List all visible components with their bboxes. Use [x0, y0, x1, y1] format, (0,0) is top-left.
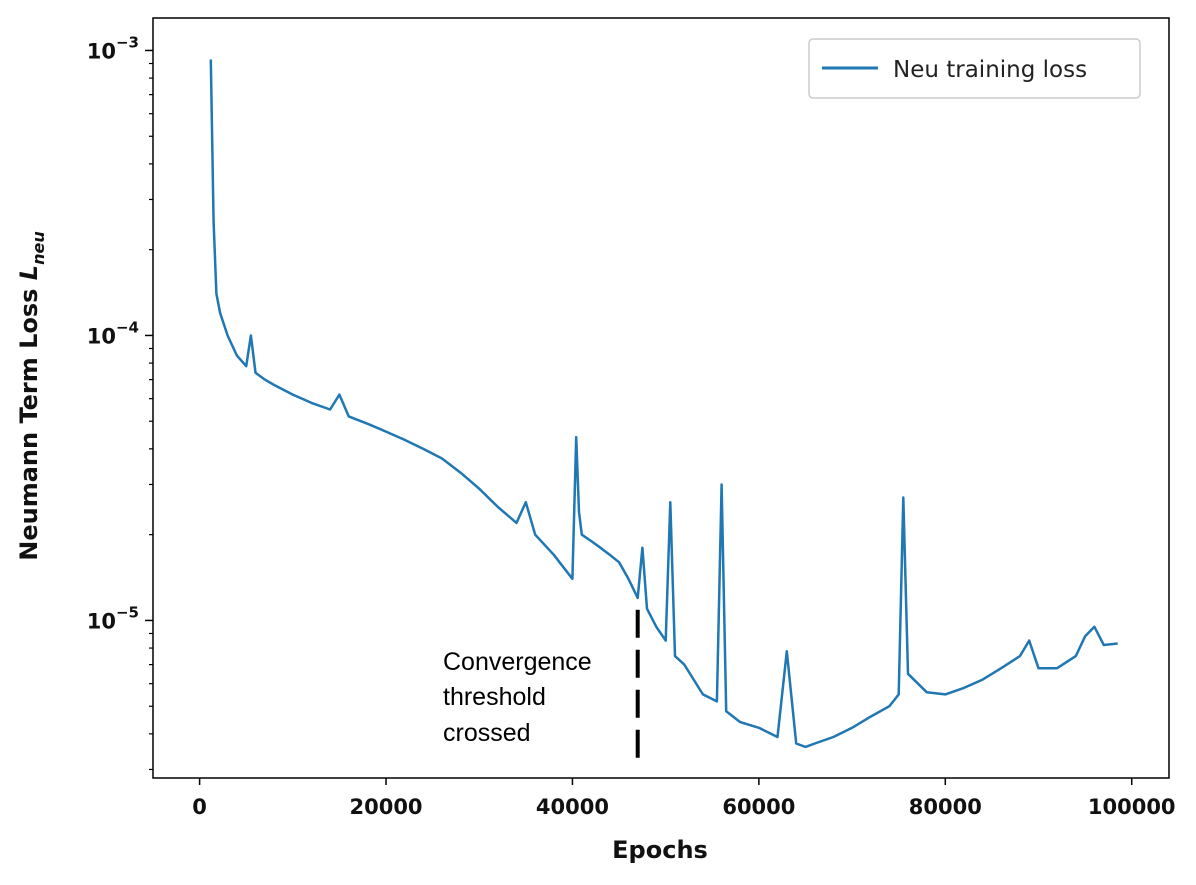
x-tick-label: 40000	[536, 795, 609, 819]
y-tick-exponent: −3	[116, 33, 139, 51]
y-axis-label-symbol: L	[15, 265, 43, 280]
y-tick-exponent: −5	[116, 603, 139, 621]
y-tick-base: 10	[87, 39, 116, 63]
annotation-line-3: crossed	[443, 719, 531, 747]
series-line-0	[209, 59, 1118, 749]
y-tick-label: 10−3	[87, 33, 139, 63]
x-tick-label: 100000	[1088, 795, 1176, 819]
x-tick-label: 0	[192, 795, 207, 819]
x-tick-label: 20000	[349, 795, 422, 819]
y-axis-label: Neumann Term Loss Lneu	[15, 231, 48, 560]
annotation-line-2: threshold	[443, 683, 546, 711]
plot-area	[152, 17, 1170, 779]
y-axis-ticks: 10−310−410−5	[87, 33, 153, 771]
annotation-layer: Convergence threshold crossed	[443, 609, 640, 766]
x-tick-label: 60000	[722, 795, 795, 819]
legend: Neu training loss	[808, 38, 1141, 99]
y-tick-base: 10	[87, 609, 116, 633]
legend-box	[808, 38, 1141, 99]
x-axis-label: Epochs	[612, 836, 708, 864]
x-tick-label: 80000	[909, 795, 982, 819]
series-layer	[209, 59, 1118, 749]
y-axis-label-subscript: neu	[29, 231, 48, 265]
y-tick-label: 10−5	[87, 603, 139, 633]
y-tick-label: 10−4	[87, 318, 139, 348]
y-axis-label-text: Neumann Term Loss	[15, 280, 43, 561]
y-tick-base: 10	[87, 324, 116, 348]
x-axis-ticks: 0 20000 40000 60000 80000 100000	[192, 778, 1176, 819]
annotation-line-1: Convergence	[443, 648, 592, 676]
y-tick-exponent: −4	[116, 318, 139, 336]
legend-label: Neu training loss	[893, 57, 1087, 83]
